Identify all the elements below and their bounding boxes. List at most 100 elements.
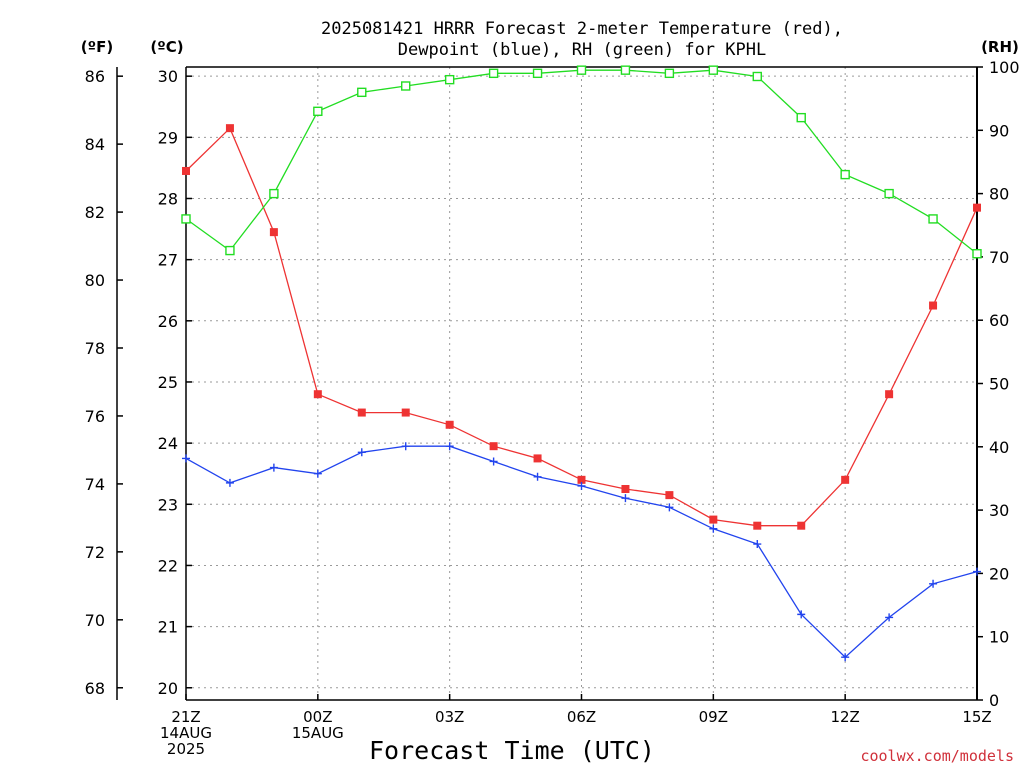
temperature-point (885, 390, 894, 399)
celsius-unit-label: (ºC) (150, 38, 183, 56)
dewpoint-point (621, 494, 630, 503)
rh-tick-label: 70 (989, 248, 1009, 267)
temperature-point (841, 475, 850, 484)
x-tick-label-line: 09Z (699, 708, 728, 726)
rh-point (181, 214, 191, 224)
dewpoint-point (973, 567, 981, 576)
celsius-tick-label: 28 (158, 189, 178, 208)
dewpoint-point (929, 579, 938, 588)
x-tick-label: 06Z (567, 708, 596, 726)
grid-layer (186, 67, 977, 700)
x-tick-labels: 21Z 14AUG 2025 00Z 15AUG 03Z 06Z 09Z 12Z 15Z (160, 708, 992, 758)
dewpoint-point (182, 454, 190, 463)
temperature-point (929, 301, 938, 310)
temperature-point (797, 521, 806, 530)
x-tick-label-line: 15AUG (292, 724, 344, 742)
rh-point (620, 65, 631, 75)
temperature-point (973, 203, 981, 212)
rh-point (884, 188, 894, 199)
rh-tick-label: 30 (989, 501, 1009, 520)
celsius-tick-label: 23 (158, 495, 178, 514)
rh-unit-label: (RH) (981, 38, 1019, 56)
rh-point (444, 74, 455, 85)
fahrenheit-tick-label: 86 (85, 67, 105, 86)
dewpoint-point (357, 448, 366, 457)
rh-point (708, 65, 719, 75)
celsius-tick-label: 27 (158, 251, 178, 270)
x-tick-label: 09Z (699, 708, 728, 726)
rh-point (664, 68, 675, 79)
chart-title-line-2: Dewpoint (blue), RH (green) for KPHL (398, 40, 766, 60)
temperature-point (401, 408, 410, 417)
rh-point (532, 68, 543, 79)
rh-tick-label: 80 (989, 185, 1009, 204)
x-tick-label-line: 12Z (830, 708, 859, 726)
fahrenheit-tick-label: 84 (85, 135, 105, 154)
chart-title-line-1: 2025081421 HRRR Forecast 2-meter Tempera… (321, 19, 843, 39)
rh-tick-label: 40 (989, 438, 1009, 457)
rh-point (357, 87, 367, 98)
dewpoint-point (401, 442, 410, 451)
x-tick-label-line: 21Z (171, 708, 200, 726)
dewpoint-point (269, 463, 278, 472)
temperature-point (357, 408, 366, 417)
x-tick-label: 15Z (962, 708, 991, 726)
x-axis-label: Forecast Time (UTC) (369, 736, 655, 765)
x-tick-label-line: 00Z (303, 708, 332, 726)
x-tick-label-line: 15Z (962, 708, 991, 726)
temperature-point (313, 390, 322, 399)
dewpoint-point (841, 653, 850, 662)
dewpoint-point (709, 524, 718, 533)
temperature-point (489, 442, 498, 451)
temperature-point (269, 228, 278, 237)
temperature-point (225, 124, 234, 133)
dewpoint-point (885, 613, 894, 622)
rh-tick-label: 0 (989, 691, 999, 710)
temperature-point (665, 491, 674, 500)
fahrenheit-tick-label: 70 (85, 611, 105, 630)
fahrenheit-unit-label: (ºF) (81, 38, 113, 56)
rh-point (840, 169, 850, 180)
rh-point (488, 68, 499, 79)
rh-tick-label: 60 (989, 311, 1009, 330)
chart-title: 2025081421 HRRR Forecast 2-meter Tempera… (321, 19, 843, 60)
temperature-point (753, 521, 762, 530)
rh-point (928, 214, 938, 224)
x-tick-label: 12Z (830, 708, 859, 726)
x-tick-label: 21Z 14AUG 2025 (160, 708, 212, 758)
dewpoint-point (665, 503, 674, 512)
rh-tick-label: 10 (989, 628, 1009, 647)
celsius-tick-label: 25 (158, 373, 178, 392)
x-tick-label: 03Z (435, 708, 464, 726)
rh-tick-label: 20 (989, 564, 1009, 583)
rh-point (972, 249, 982, 259)
temperature-point (621, 485, 630, 493)
rh-tick-label: 50 (989, 375, 1009, 394)
celsius-tick-label: 22 (158, 556, 178, 575)
rh-point (752, 71, 762, 82)
temperature-point (445, 420, 454, 429)
celsius-tick-label: 21 (158, 618, 178, 637)
dewpoint-point (225, 478, 234, 487)
fahrenheit-tick-label: 76 (85, 407, 105, 426)
temperature-point (577, 475, 586, 484)
rh-tick-label: 100 (989, 58, 1020, 77)
celsius-tick-label: 29 (158, 128, 178, 147)
dewpoint-point (797, 610, 806, 619)
celsius-tick-label: 20 (158, 679, 178, 698)
dewpoint-point (313, 469, 322, 478)
rh-point (269, 188, 279, 199)
x-tick-label-line: 03Z (435, 708, 464, 726)
fahrenheit-tick-label: 74 (85, 475, 105, 494)
fahrenheit-tick-label: 68 (85, 679, 105, 698)
rh-point (576, 65, 587, 75)
rh-tick-label: 90 (989, 121, 1009, 140)
celsius-tick-label: 26 (158, 312, 178, 331)
celsius-tick-label: 30 (158, 67, 178, 86)
dewpoint-point (445, 442, 454, 451)
x-tick-label-line: 2025 (167, 740, 205, 758)
series-layer (181, 65, 982, 662)
x-tick-label-line: 14AUG (160, 724, 212, 742)
fahrenheit-tick-label: 80 (85, 271, 105, 290)
